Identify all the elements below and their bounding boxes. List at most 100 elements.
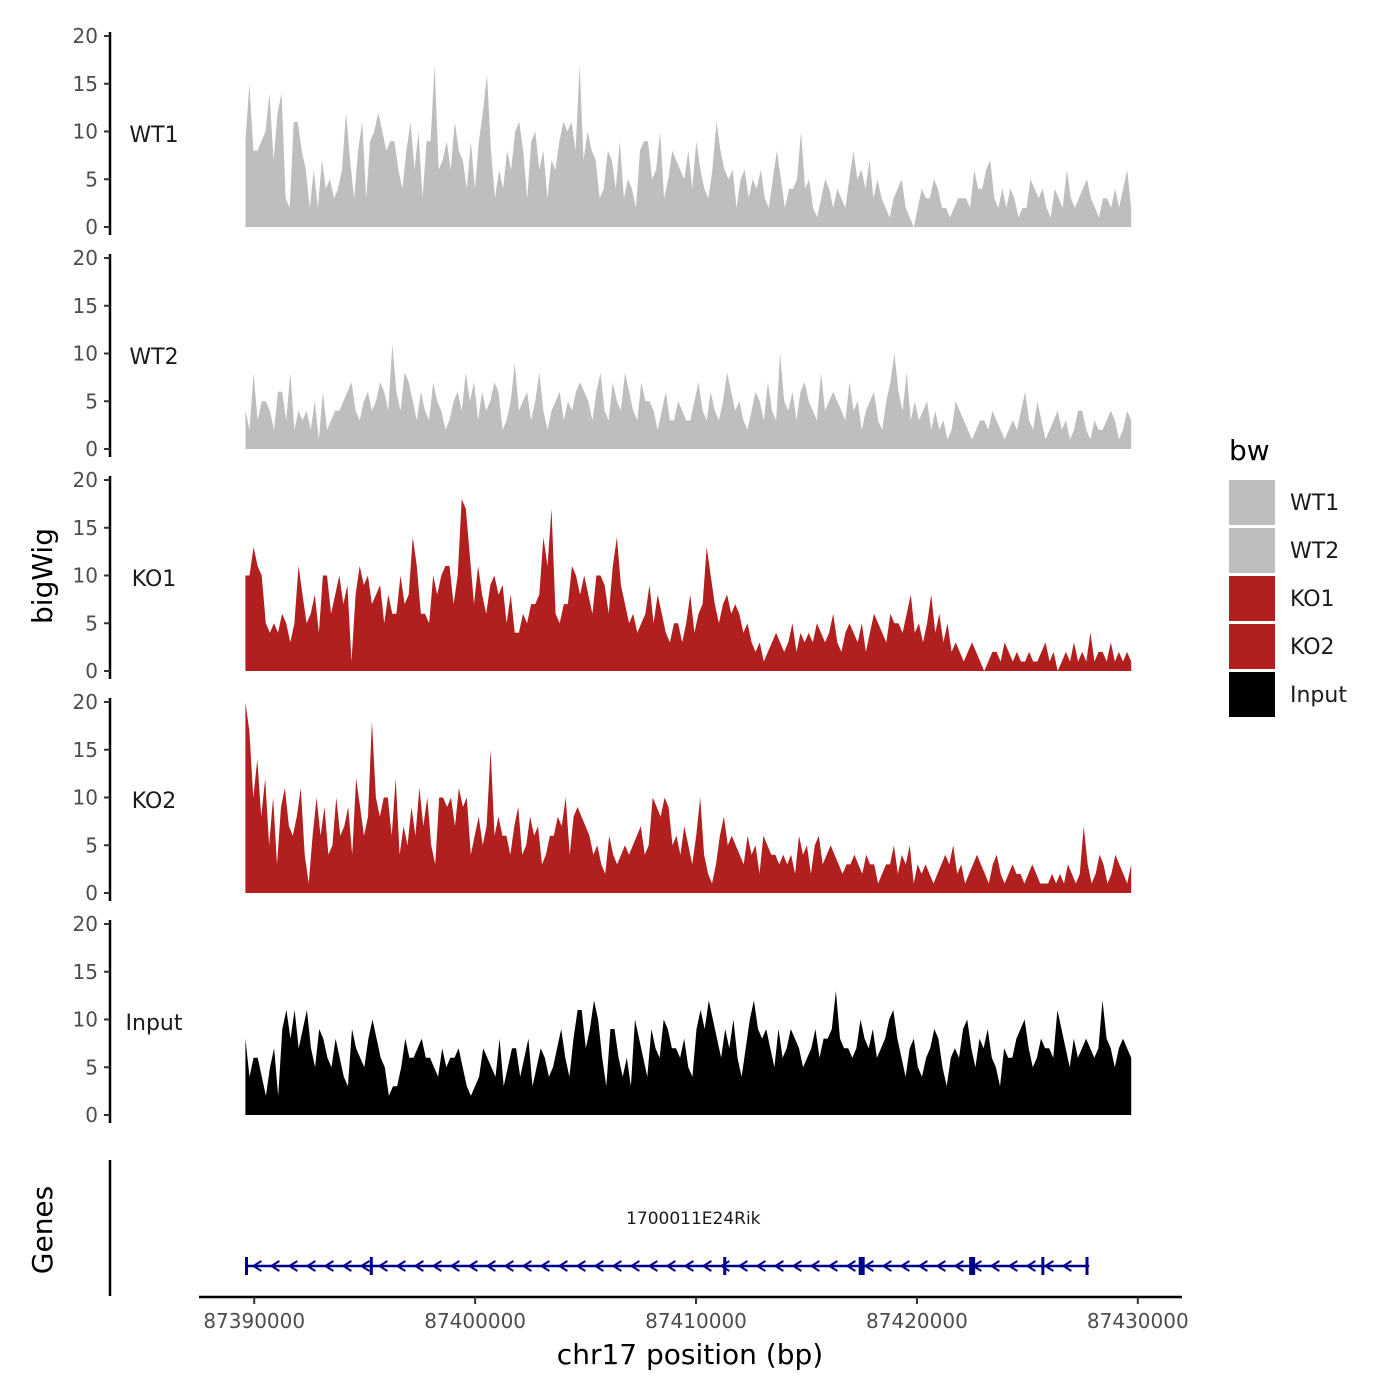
strand-chevron (647, 1260, 658, 1272)
y-tick-label: 5 (85, 833, 98, 857)
strand-chevron (701, 1260, 712, 1272)
strand-chevron (935, 1260, 946, 1272)
x-tick-label: 87420000 (866, 1309, 968, 1333)
y-tick-label: 0 (85, 881, 98, 905)
y-tick-label: 5 (85, 389, 98, 413)
y-tick-label: 20 (73, 912, 98, 936)
legend-swatch (1229, 672, 1275, 717)
strand-chevron (485, 1260, 496, 1272)
gene-models: 1700011E24Rik (244, 1209, 1090, 1275)
strand-chevron (809, 1260, 820, 1272)
exon (1041, 1257, 1045, 1275)
strand-chevron (467, 1260, 478, 1272)
strand-chevron (557, 1260, 568, 1272)
y-tick-label: 10 (73, 1008, 98, 1032)
track-label: KO1 (132, 567, 177, 592)
signal-area-input (245, 990, 1132, 1115)
legend-label: Input (1290, 683, 1347, 708)
signal-area-ko1 (245, 499, 1132, 671)
legend-entry-wt1: WT1 (1229, 480, 1339, 525)
strand-chevron (989, 1260, 1000, 1272)
exon (858, 1257, 865, 1275)
strand-chevron (1025, 1260, 1036, 1272)
track-label: KO2 (132, 789, 177, 814)
strand-chevron (593, 1260, 604, 1272)
legend-title: bw (1229, 434, 1270, 467)
strand-chevron (1043, 1260, 1054, 1272)
strand-chevron (521, 1260, 532, 1272)
strand-chevron (629, 1260, 640, 1272)
x-tick-label: 87390000 (203, 1309, 305, 1333)
y-tick-label: 0 (85, 659, 98, 683)
y-tick-label: 20 (73, 690, 98, 714)
exon (369, 1257, 373, 1275)
legend-swatch (1229, 480, 1275, 525)
x-axis: 87390000 87400000 87410000 87420000 87430000… (199, 1295, 1189, 1371)
y-tick-label: 5 (85, 1055, 98, 1079)
strand-chevron (1007, 1260, 1018, 1272)
exon (723, 1257, 727, 1275)
signal-area-ko2 (245, 702, 1132, 893)
strand-chevron (665, 1260, 676, 1272)
y-tick-label: 5 (85, 167, 98, 191)
track-label: WT2 (129, 345, 178, 370)
strand-chevron (917, 1260, 928, 1272)
strand-chevron (287, 1260, 298, 1272)
strand-chevron (575, 1260, 586, 1272)
strand-chevron (323, 1260, 334, 1272)
signal-area-wt2 (245, 343, 1132, 449)
legend-swatch (1229, 528, 1275, 573)
track-label: Input (126, 1011, 183, 1036)
strand-chevron (683, 1260, 694, 1272)
strand-chevron (719, 1260, 730, 1272)
strand-chevron (539, 1260, 550, 1272)
y-tick-label: 15 (73, 960, 98, 984)
strand-chevron (395, 1260, 406, 1272)
strand-chevron (503, 1260, 514, 1272)
y-tick-label: 15 (73, 72, 98, 96)
gene-panel: Genes 1700011E24Rik (26, 1160, 1090, 1296)
strand-chevron (413, 1260, 424, 1272)
track-ko1: 0 5 10 15 20 KO1 (73, 468, 1132, 683)
y-tick-label: 20 (73, 468, 98, 492)
legend-entry-ko1: KO1 (1229, 576, 1335, 621)
legend-swatch (1229, 624, 1275, 669)
y-tick-label: 10 (73, 342, 98, 366)
strand-chevron (899, 1260, 910, 1272)
track-ko2: 0 5 10 15 20 KO2 (73, 690, 1132, 905)
strand-chevron (773, 1260, 784, 1272)
strand-chevron (377, 1260, 388, 1272)
legend-entry-input: Input (1229, 672, 1347, 717)
strand-chevron (269, 1260, 280, 1272)
strand-chevron (611, 1260, 622, 1272)
legend-swatch (1229, 576, 1275, 621)
y-tick-label: 10 (73, 120, 98, 144)
strand-chevron (737, 1260, 748, 1272)
strand-chevron (305, 1260, 316, 1272)
y-tick-label: 20 (73, 24, 98, 48)
legend-entries: WT1 WT2 KO1 KO2 Input (1229, 480, 1347, 717)
exon (244, 1257, 248, 1275)
y-tick-label: 20 (73, 246, 98, 270)
y-tick-label: 5 (85, 611, 98, 635)
strand-chevron (1061, 1260, 1072, 1272)
gene-name-label: 1700011E24Rik (626, 1209, 761, 1229)
strand-chevron (251, 1260, 262, 1272)
strand-chevron (755, 1260, 766, 1272)
strand-chevron (827, 1260, 838, 1272)
track-wt2: 0 5 10 15 20 WT2 (73, 246, 1132, 461)
y-tick-label: 0 (85, 437, 98, 461)
track-input: 0 5 10 15 20 Input (73, 912, 1132, 1127)
strand-chevron (359, 1260, 370, 1272)
genes-axis-title: Genes (26, 1186, 59, 1274)
legend-entry-wt2: WT2 (1229, 528, 1339, 573)
strand-chevron (449, 1260, 460, 1272)
strand-chevron (881, 1260, 892, 1272)
strand-chevron (845, 1260, 856, 1272)
y-tick-label: 0 (85, 215, 98, 239)
y-tick-label: 15 (73, 516, 98, 540)
strand-chevron (791, 1260, 802, 1272)
exon (969, 1257, 976, 1275)
y-tick-label: 15 (73, 294, 98, 318)
